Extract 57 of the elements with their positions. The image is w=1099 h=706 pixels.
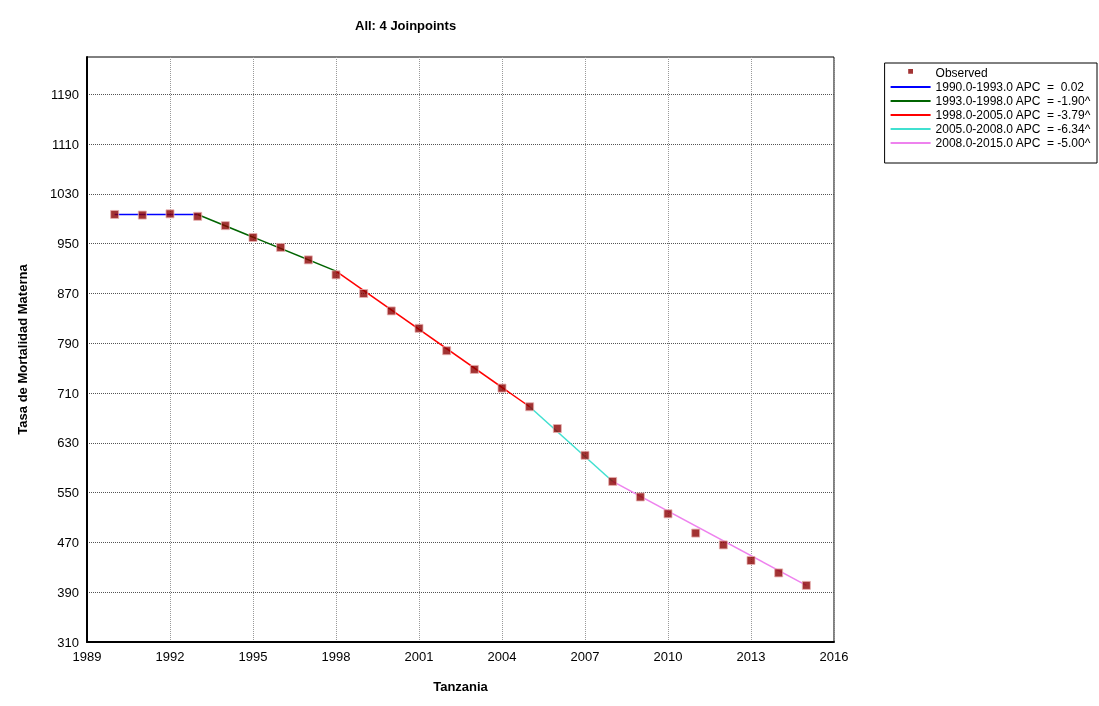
y-tick-label: 950 (57, 236, 79, 252)
point (386, 306, 396, 316)
point (746, 555, 756, 565)
x-tick-label: 1989 (72, 649, 102, 664)
point (165, 209, 175, 219)
point (774, 568, 784, 578)
x-tick-label: 2004 (487, 649, 517, 664)
point (608, 476, 618, 486)
x-tick-label: 1998 (321, 649, 351, 664)
legend-label: 2008.0-2015.0 APC = -5.00^ (935, 136, 1091, 150)
point (137, 210, 147, 220)
point (331, 270, 341, 280)
point (497, 383, 507, 393)
y-tick-label: 470 (57, 534, 79, 550)
point (303, 255, 313, 265)
x-tick-label: 2013 (736, 649, 766, 664)
x-tick-label: 2010 (653, 649, 683, 664)
point (276, 242, 286, 252)
point (414, 323, 424, 333)
chart-title: All: 4 Joinpoints (355, 18, 457, 33)
point (801, 580, 811, 590)
x-tick-label: 2001 (404, 649, 434, 664)
y-tick-label: 1030 (50, 186, 79, 202)
point (525, 402, 535, 412)
point (635, 492, 645, 502)
point (718, 540, 728, 550)
x-tick-label: 1995 (238, 649, 268, 664)
legend-label: 1990.0-1993.0 APC = 0.02 (935, 80, 1085, 94)
x-tick-label: 2016 (819, 649, 849, 664)
point (469, 364, 479, 374)
y-tick-label: 1190 (51, 86, 79, 102)
point (691, 528, 701, 538)
y-tick-label: 790 (57, 335, 79, 351)
y-axis-title: Tasa de Mortalidad Materna (15, 263, 30, 435)
point (248, 232, 258, 242)
point (442, 346, 452, 356)
point (359, 288, 369, 298)
y-tick-label: 1110 (52, 136, 79, 152)
x-tick-label: 2007 (570, 649, 600, 664)
y-tick-label: 550 (57, 485, 79, 501)
y-tick-label: 870 (57, 285, 79, 301)
legend-label: Observed (935, 66, 988, 80)
y-tick-label: 710 (57, 385, 79, 401)
y-tick-label: 630 (57, 435, 79, 451)
point (110, 209, 120, 219)
legend-label: 1993.0-1998.0 APC = -1.90^ (935, 94, 1091, 108)
legend-label: 2005.0-2008.0 APC = -6.34^ (935, 122, 1091, 136)
point (663, 509, 673, 519)
point (193, 211, 203, 221)
y-tick-label: 390 (57, 584, 79, 600)
x-axis-title: Tanzania (433, 679, 489, 694)
legend-label: 1998.0-2005.0 APC = -3.79^ (935, 108, 1091, 122)
point (552, 424, 562, 434)
point (580, 450, 590, 460)
y-tick-label: 310 (57, 634, 79, 650)
point (220, 221, 230, 231)
x-tick-label: 1992 (155, 649, 185, 664)
